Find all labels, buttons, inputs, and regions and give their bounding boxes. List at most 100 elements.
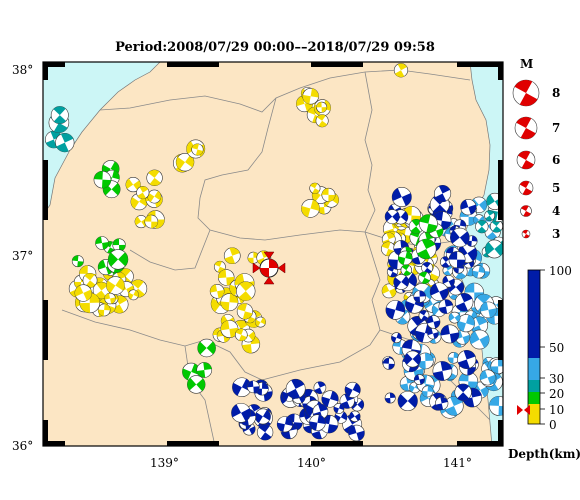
- depth-legend-main-marker: [517, 405, 530, 415]
- event-289: [391, 332, 402, 344]
- event-172: [469, 329, 490, 350]
- event-125: [393, 63, 409, 78]
- event-314: [384, 392, 396, 404]
- event-148: [488, 396, 503, 416]
- event-313: [434, 185, 452, 203]
- event-328: [95, 236, 109, 250]
- event-250: [276, 416, 294, 433]
- event-332: [397, 250, 413, 266]
- event-341: [55, 133, 75, 153]
- depth-band-30-50: [528, 358, 540, 380]
- depth-tick-20: 20: [549, 387, 564, 401]
- event-168: [470, 316, 489, 335]
- event-335: [415, 238, 437, 260]
- depth-band-50-100: [528, 270, 540, 358]
- magnitude-legend: M 8 7 6 5 4 3: [512, 57, 560, 241]
- depth-tick-10: 10: [549, 403, 564, 417]
- event-21: [128, 289, 139, 301]
- event-53: [209, 284, 225, 299]
- depth-tick-50: 50: [549, 341, 564, 355]
- event-77: [309, 182, 321, 194]
- event-35: [136, 186, 150, 200]
- event-26: [125, 177, 141, 193]
- event-338: [418, 214, 438, 234]
- depth-tick-30: 30: [549, 372, 564, 386]
- event-248: [285, 378, 306, 399]
- event-256: [432, 361, 453, 381]
- event-334: [418, 271, 431, 284]
- event-297: [448, 251, 466, 269]
- event-173: [479, 369, 496, 386]
- event-288: [384, 209, 400, 225]
- event-271: [454, 293, 474, 312]
- event-88: [381, 283, 397, 299]
- event-16: [82, 272, 98, 288]
- event-356: [484, 210, 496, 222]
- event-280: [460, 199, 477, 216]
- event-319: [413, 290, 426, 303]
- event-305: [454, 383, 472, 401]
- lon-label-140: 140°: [297, 456, 326, 470]
- map-frame: [42, 61, 504, 447]
- event-46: [220, 293, 239, 312]
- event-79: [301, 199, 320, 218]
- event-242: [313, 381, 327, 394]
- depth-band-10-20: [528, 392, 540, 404]
- event-24: [74, 284, 92, 302]
- magnitude-legend-label-6: 6: [552, 153, 560, 167]
- event-65: [191, 143, 204, 156]
- latitude-labels: 38° 37° 36°: [12, 63, 33, 453]
- event-186: [442, 264, 454, 276]
- event-336: [400, 264, 413, 276]
- magnitude-legend-symbol-8: [512, 79, 540, 107]
- event-349: [187, 375, 206, 394]
- event-317: [418, 309, 430, 321]
- event-299: [435, 396, 449, 410]
- magnitude-legend-label-4: 4: [552, 204, 560, 218]
- event-63: [175, 152, 195, 172]
- depth-band-20-30: [528, 380, 540, 392]
- lon-label-139: 139°: [150, 456, 179, 470]
- event-358: [485, 239, 503, 259]
- event-52: [236, 281, 256, 301]
- event-312: [382, 357, 395, 370]
- longitude-labels: 139° 140° 141°: [150, 456, 472, 470]
- depth-legend: 100 50 30 20 10 0 Depth(km): [508, 264, 580, 461]
- event-348: [196, 362, 213, 378]
- magnitude-legend-symbol-3: [521, 229, 531, 239]
- magnitude-legend-label-5: 5: [552, 181, 560, 195]
- event-323: [97, 259, 114, 276]
- event-223: [232, 377, 252, 397]
- event-342: [50, 106, 69, 124]
- event-71: [302, 87, 319, 105]
- magnitude-legend-label-7: 7: [552, 121, 560, 135]
- event-238: [254, 408, 271, 425]
- sea-of-japan: [43, 62, 161, 216]
- event-316: [438, 299, 454, 314]
- earthquake-events: [45, 63, 503, 442]
- event-225: [348, 424, 365, 442]
- depth-legend-title: Depth(km): [508, 447, 580, 461]
- event-166: [444, 396, 464, 416]
- map-title: Period:2008/07/29 00:00––2018/07/29 09:5…: [115, 40, 435, 55]
- event-249: [256, 424, 274, 441]
- event-247: [309, 414, 326, 431]
- event-346: [93, 170, 112, 189]
- event-212: [334, 410, 348, 424]
- event-39: [223, 247, 241, 265]
- event-357: [475, 219, 489, 234]
- event-20: [97, 303, 111, 317]
- event-78: [321, 187, 336, 202]
- event-220: [321, 390, 339, 408]
- event-307: [457, 350, 477, 369]
- event-234: [349, 410, 361, 422]
- event-22: [106, 276, 125, 295]
- event-58: [236, 303, 254, 320]
- event-34: [147, 189, 162, 204]
- event-261: [413, 374, 425, 386]
- event-274: [429, 282, 449, 302]
- lat-label-37: 37°: [12, 249, 33, 263]
- event-302: [393, 274, 410, 290]
- magnitude-legend-symbol-6: [516, 150, 536, 170]
- lat-label-38: 38°: [12, 63, 33, 77]
